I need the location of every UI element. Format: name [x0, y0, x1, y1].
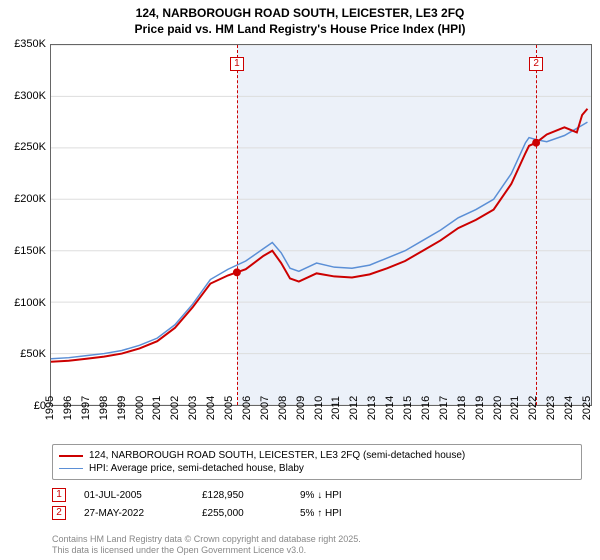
transactions-table: 1 01-JUL-2005 £128,950 9% ↓ HPI 2 27-MAY-2022… — [52, 486, 582, 522]
chart-svg — [51, 45, 591, 405]
x-tick-label: 2000 — [134, 396, 146, 420]
x-tick-label: 2007 — [259, 396, 271, 420]
transaction-pct: 9% ↓ HPI — [300, 490, 380, 501]
legend-label: HPI: Average price, semi-detached house,… — [89, 463, 304, 474]
plot-wrapper: £0£50K£100K£150K£200K£250K£300K£350K 12 … — [6, 44, 594, 406]
chart-title: 124, NARBOROUGH ROAD SOUTH, LEICESTER, L… — [0, 0, 600, 37]
x-tick-label: 2015 — [402, 396, 414, 420]
x-tick-label: 2024 — [563, 396, 575, 420]
x-tick-label: 2005 — [223, 396, 235, 420]
x-tick-label: 2009 — [295, 396, 307, 420]
x-tick-label: 2008 — [277, 396, 289, 420]
x-tick-label: 2002 — [169, 396, 181, 420]
x-axis: 1995199619971998199920002001200220032004… — [50, 406, 592, 440]
marker-label: 2 — [529, 57, 543, 71]
footer-line-2: This data is licensed under the Open Gov… — [52, 545, 361, 556]
marker-label: 1 — [230, 57, 244, 71]
marker-vline — [237, 45, 238, 405]
x-tick-label: 2011 — [330, 396, 342, 420]
x-tick-label: 2016 — [420, 396, 432, 420]
x-tick-label: 1995 — [44, 396, 56, 420]
transaction-price: £255,000 — [202, 508, 282, 519]
x-tick-label: 2001 — [151, 396, 163, 420]
x-tick-label: 2021 — [509, 396, 521, 420]
y-tick-label: £200K — [14, 193, 46, 205]
x-tick-label: 2010 — [313, 396, 325, 420]
legend-swatch — [59, 455, 83, 457]
marker-vline — [536, 45, 537, 405]
legend-label: 124, NARBOROUGH ROAD SOUTH, LEICESTER, L… — [89, 450, 465, 461]
x-tick-label: 1997 — [80, 396, 92, 420]
transaction-date: 27-MAY-2022 — [84, 508, 184, 519]
plot-area: 12 — [50, 44, 592, 406]
y-tick-label: £50K — [20, 348, 46, 360]
x-tick-label: 2019 — [474, 396, 486, 420]
x-tick-label: 2014 — [384, 396, 396, 420]
transaction-number: 1 — [52, 488, 66, 502]
footer-note: Contains HM Land Registry data © Crown c… — [52, 534, 361, 556]
x-tick-label: 2018 — [456, 396, 468, 420]
legend-row: 124, NARBOROUGH ROAD SOUTH, LEICESTER, L… — [59, 449, 575, 462]
title-line-2: Price paid vs. HM Land Registry's House … — [0, 22, 600, 38]
x-tick-label: 1996 — [62, 396, 74, 420]
y-tick-label: £100K — [14, 297, 46, 309]
transaction-price: £128,950 — [202, 490, 282, 501]
legend: 124, NARBOROUGH ROAD SOUTH, LEICESTER, L… — [52, 444, 582, 480]
x-tick-label: 2003 — [187, 396, 199, 420]
y-tick-label: £350K — [14, 38, 46, 50]
title-line-1: 124, NARBOROUGH ROAD SOUTH, LEICESTER, L… — [0, 6, 600, 22]
series-hpi — [51, 122, 587, 359]
x-tick-label: 2023 — [545, 396, 557, 420]
x-tick-label: 2025 — [581, 396, 593, 420]
x-tick-label: 1999 — [116, 396, 128, 420]
x-tick-label: 1998 — [98, 396, 110, 420]
transaction-pct: 5% ↑ HPI — [300, 508, 380, 519]
x-tick-label: 2006 — [241, 396, 253, 420]
y-tick-label: £150K — [14, 245, 46, 257]
x-tick-label: 2013 — [366, 396, 378, 420]
x-tick-label: 2017 — [438, 396, 450, 420]
y-axis: £0£50K£100K£150K£200K£250K£300K£350K — [6, 44, 50, 406]
series-price_paid — [51, 109, 587, 362]
legend-row: HPI: Average price, semi-detached house,… — [59, 462, 575, 475]
legend-swatch — [59, 468, 83, 469]
y-tick-label: £250K — [14, 141, 46, 153]
y-tick-label: £300K — [14, 90, 46, 102]
x-tick-label: 2022 — [527, 396, 539, 420]
transaction-number: 2 — [52, 506, 66, 520]
transaction-date: 01-JUL-2005 — [84, 490, 184, 501]
footer-line-1: Contains HM Land Registry data © Crown c… — [52, 534, 361, 545]
x-tick-label: 2020 — [492, 396, 504, 420]
transaction-row: 2 27-MAY-2022 £255,000 5% ↑ HPI — [52, 504, 582, 522]
x-tick-label: 2012 — [348, 396, 360, 420]
x-tick-label: 2004 — [205, 396, 217, 420]
transaction-row: 1 01-JUL-2005 £128,950 9% ↓ HPI — [52, 486, 582, 504]
